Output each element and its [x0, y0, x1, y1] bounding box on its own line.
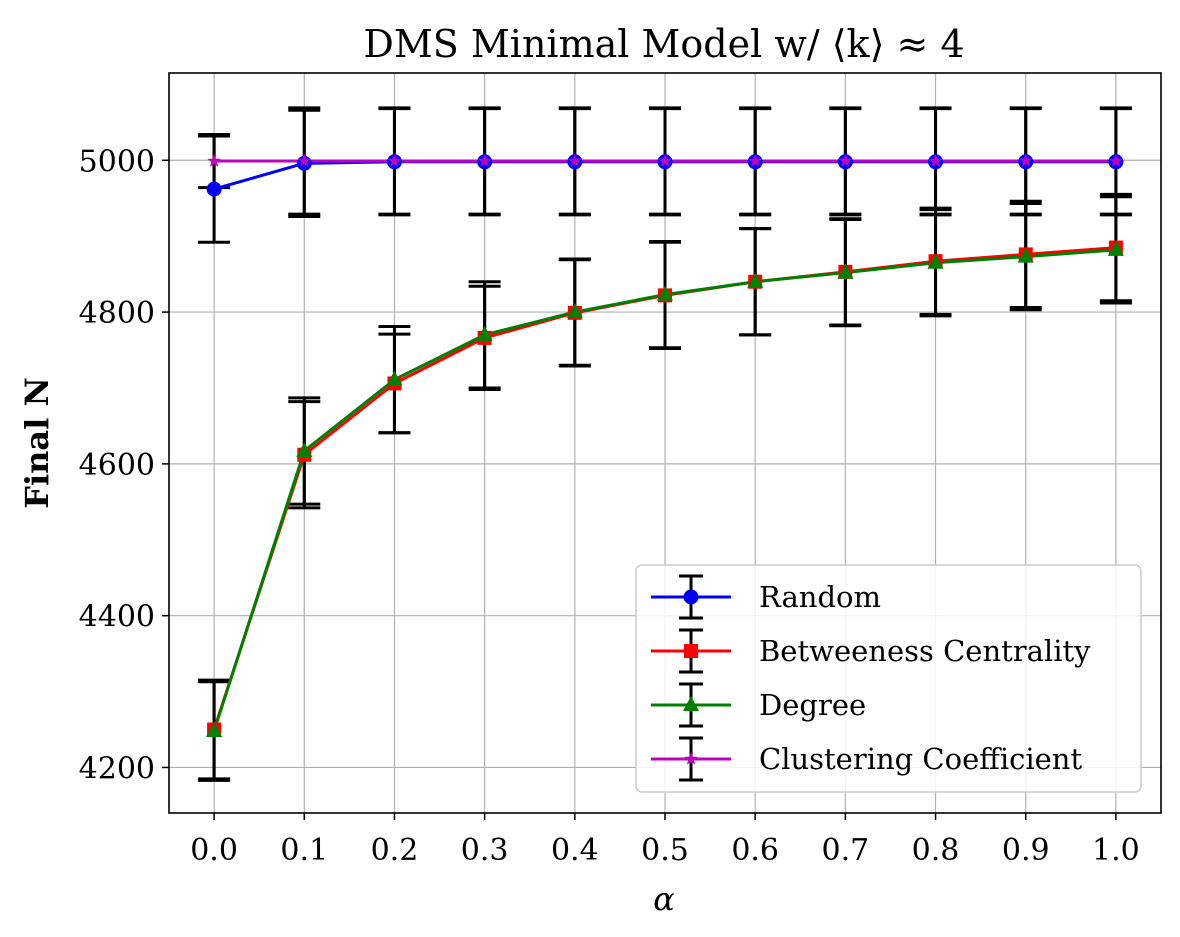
data-point	[476, 325, 493, 341]
x-axis-ticks: 0.0 0.1 0.2 0.3 0.4 0.5 0.6 0.7 0.8 0.9 1.0	[190, 813, 1140, 868]
legend-marker	[684, 644, 698, 658]
data-point	[658, 154, 672, 167]
data-point	[927, 253, 944, 269]
data-point	[838, 154, 853, 167]
data-point	[297, 154, 311, 167]
legend-label: Betweeness Centrality	[759, 634, 1091, 668]
x-tick-label: 0.8	[912, 833, 960, 868]
x-tick-label: 0.0	[190, 833, 238, 868]
x-tick-label: 0.5	[641, 833, 689, 868]
legend: Random Betweeness Centrality Degree Cluster…	[635, 564, 1142, 793]
data-point	[1017, 247, 1034, 263]
y-axis-ticks: 4200 4400 4600 4800 5000	[79, 144, 169, 786]
legend-label: Clustering Coefficient	[759, 742, 1082, 776]
x-tick-label: 1.0	[1092, 833, 1140, 868]
legend-label: Random	[759, 580, 881, 614]
legend-label: Degree	[759, 688, 866, 722]
legend-marker	[683, 696, 699, 711]
y-tick-label: 4400	[79, 600, 155, 635]
y-tick-label: 4800	[79, 296, 155, 331]
x-tick-label: 0.3	[461, 833, 509, 868]
data-point	[747, 272, 764, 288]
data-point	[296, 441, 313, 457]
data-point	[1107, 240, 1124, 256]
data-point	[387, 154, 402, 167]
data-point	[1019, 154, 1033, 167]
chart-title: DMS Minimal Model w/ ⟨k⟩ ≈ 4	[363, 22, 964, 66]
data-point	[207, 154, 221, 167]
legend-box	[635, 564, 1142, 793]
y-axis-label: Final N	[18, 377, 56, 508]
y-tick-label: 4600	[79, 448, 155, 483]
legend-marker	[684, 752, 698, 765]
x-axis-label: α	[653, 880, 675, 918]
x-tick-label: 0.2	[371, 833, 419, 868]
x-tick-label: 0.6	[731, 833, 779, 868]
x-tick-label: 0.9	[1002, 833, 1050, 868]
data-point	[568, 154, 582, 167]
y-tick-label: 4200	[79, 751, 155, 786]
data-point	[928, 154, 943, 167]
x-tick-label: 0.4	[551, 833, 599, 868]
data-point	[748, 154, 762, 167]
series-markers	[206, 154, 1124, 738]
y-tick-label: 5000	[79, 144, 155, 179]
data-point	[206, 722, 223, 738]
data-point	[837, 263, 854, 279]
data-point	[477, 154, 492, 167]
legend-marker	[683, 589, 699, 605]
x-tick-label: 0.7	[822, 833, 870, 868]
data-point	[566, 303, 583, 319]
data-point	[206, 181, 222, 197]
data-point	[657, 285, 673, 301]
data-point	[1109, 154, 1123, 167]
x-tick-label: 0.1	[280, 833, 328, 868]
error-bars	[198, 106, 1132, 782]
data-point	[386, 370, 403, 386]
